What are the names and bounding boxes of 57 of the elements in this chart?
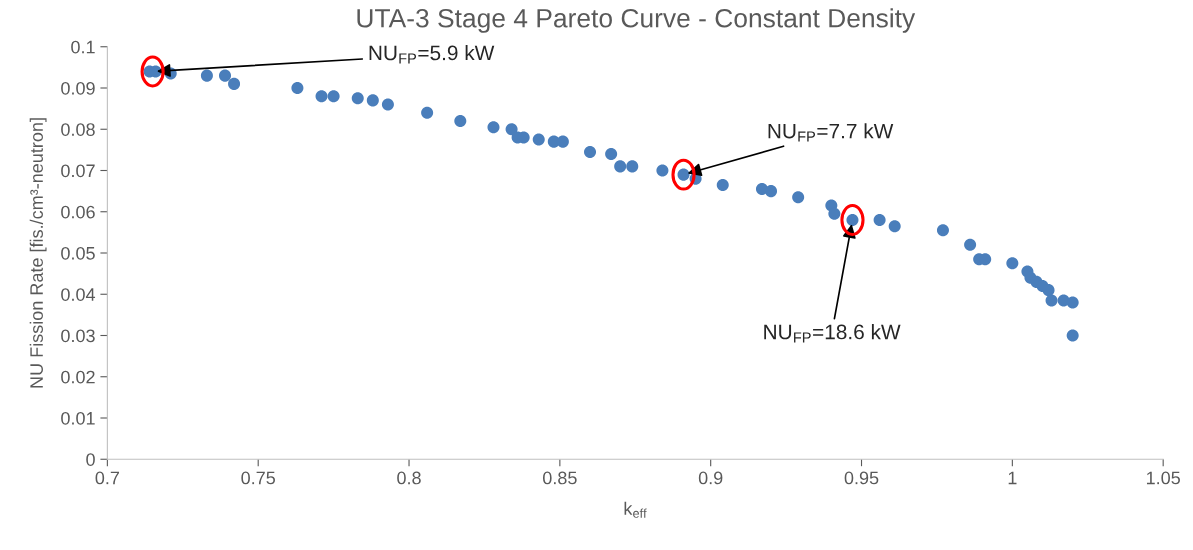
- x-tick-label: 1: [1008, 471, 1017, 485]
- y-tick-label: 0.03: [61, 329, 95, 343]
- point: [614, 160, 627, 173]
- point: [487, 121, 500, 134]
- point: [421, 106, 434, 119]
- point: [454, 114, 467, 128]
- point: [532, 133, 545, 146]
- annotation: NU$_{FP}$=18.6 kW: [764, 324, 901, 343]
- annotation: NU$_{FP}$=5.9 kW: [369, 45, 495, 64]
- point: [315, 90, 328, 103]
- point: [1066, 329, 1079, 342]
- y-tick-label: 0.1: [71, 40, 95, 54]
- y-tick-label: 0.01: [61, 411, 95, 425]
- x-tick-label: 0.7: [95, 471, 120, 485]
- point: [584, 145, 597, 158]
- point: [291, 81, 304, 95]
- y-tick-label: 0.08: [61, 123, 95, 136]
- y-tick-label: 0.02: [61, 370, 95, 384]
- x-axis-title: k$_{eff}$: [624, 501, 647, 518]
- y-tick-label: 0.05: [61, 246, 95, 260]
- y-tick-label: 0: [86, 453, 95, 466]
- y-tick-label: 0.07: [61, 164, 95, 178]
- x-tick-label: 0.95: [844, 471, 879, 485]
- point: [626, 160, 639, 173]
- x-tick-label: 0.85: [542, 471, 577, 485]
- x-tick-label: 1.05: [1146, 471, 1180, 485]
- x-tick-label: 0.75: [241, 471, 276, 485]
- y-tick-label: 0.06: [61, 205, 95, 219]
- point: [792, 191, 805, 204]
- point: [936, 224, 949, 237]
- point: [873, 213, 886, 227]
- x-tick-label: 0.8: [397, 471, 421, 485]
- point: [327, 90, 340, 103]
- point: [505, 123, 518, 136]
- point: [1045, 294, 1058, 307]
- point: [765, 185, 778, 198]
- point: [219, 69, 232, 82]
- point: [366, 94, 379, 107]
- point: [228, 77, 241, 90]
- point: [200, 69, 213, 82]
- x-tick-label: 0.9: [698, 471, 723, 485]
- point: [1042, 284, 1055, 297]
- point: [828, 207, 841, 220]
- point: [1006, 257, 1019, 270]
- chart-title: UTA-3 Stage 4 Pareto Curve - Constant Density: [357, 8, 916, 33]
- point: [656, 164, 669, 177]
- annotation: NU$_{FP}$=7.7 kW: [768, 123, 894, 142]
- point: [351, 92, 364, 105]
- point: [888, 220, 901, 233]
- y-tick-label: 0.04: [61, 288, 96, 301]
- point: [1066, 296, 1079, 309]
- point: [605, 147, 618, 161]
- point: [716, 178, 729, 191]
- point: [381, 98, 394, 111]
- y-tick-label: 0.09: [61, 81, 95, 95]
- point: [964, 238, 977, 251]
- y-axis-title: NU Fission Rate [fis./cm³-neutron]: [29, 118, 47, 388]
